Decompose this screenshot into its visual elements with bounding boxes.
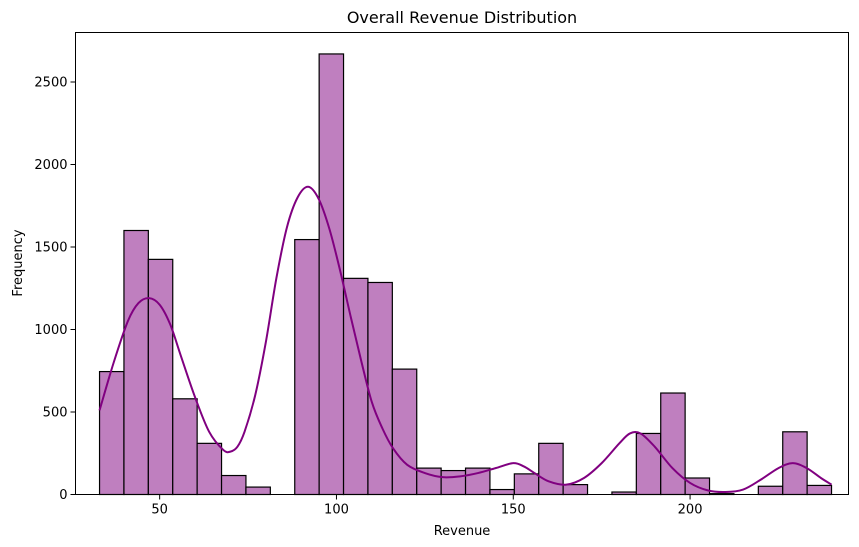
x-tick-label: 100 <box>324 503 349 518</box>
histogram-bar <box>196 442 223 496</box>
histogram-bar <box>416 467 442 496</box>
histogram-bar <box>757 485 784 496</box>
histogram-bar <box>538 442 564 496</box>
histogram-bar <box>513 473 540 496</box>
x-axis-label: Revenue <box>434 524 491 539</box>
x-tick-label: 150 <box>501 503 526 518</box>
histogram-bar <box>635 432 662 496</box>
x-axis-ticks: 50 100 150 200 <box>151 494 703 518</box>
y-tick-label: 0 <box>59 488 67 503</box>
y-tick-label: 2500 <box>34 76 67 91</box>
histogram-bar <box>562 484 589 496</box>
histogram-bar <box>806 484 833 496</box>
y-tick-label: 500 <box>43 406 68 421</box>
histogram-bar <box>489 488 515 496</box>
y-tick-label: 2000 <box>34 158 67 173</box>
histogram-bar <box>245 486 271 496</box>
histogram-bar <box>391 368 418 496</box>
histogram-bar <box>611 491 637 496</box>
histogram-bar <box>123 229 149 496</box>
y-axis-label: Frequency <box>11 229 26 296</box>
histogram-bar <box>342 277 369 496</box>
histogram-bar <box>220 474 247 496</box>
histogram-bar <box>708 493 735 496</box>
chart-title: Overall Revenue Distribution <box>347 8 577 27</box>
histogram-bar <box>172 398 198 496</box>
histogram-bar <box>440 469 467 496</box>
x-tick-label: 200 <box>678 503 703 518</box>
kde-curve <box>98 185 833 494</box>
bars-group <box>98 53 833 496</box>
y-axis-ticks: 0 500 1000 1500 2000 2500 <box>34 76 76 503</box>
histogram-bar <box>464 467 491 496</box>
histogram-bar <box>318 53 345 496</box>
x-tick-label: 50 <box>151 503 168 518</box>
y-tick-label: 1000 <box>34 323 67 338</box>
histogram-bar <box>147 258 174 496</box>
y-tick-label: 1500 <box>34 241 67 256</box>
histogram-bar <box>367 281 393 496</box>
histogram-bar <box>98 370 125 496</box>
histogram-bar <box>294 238 320 496</box>
histogram-bar <box>660 392 686 496</box>
